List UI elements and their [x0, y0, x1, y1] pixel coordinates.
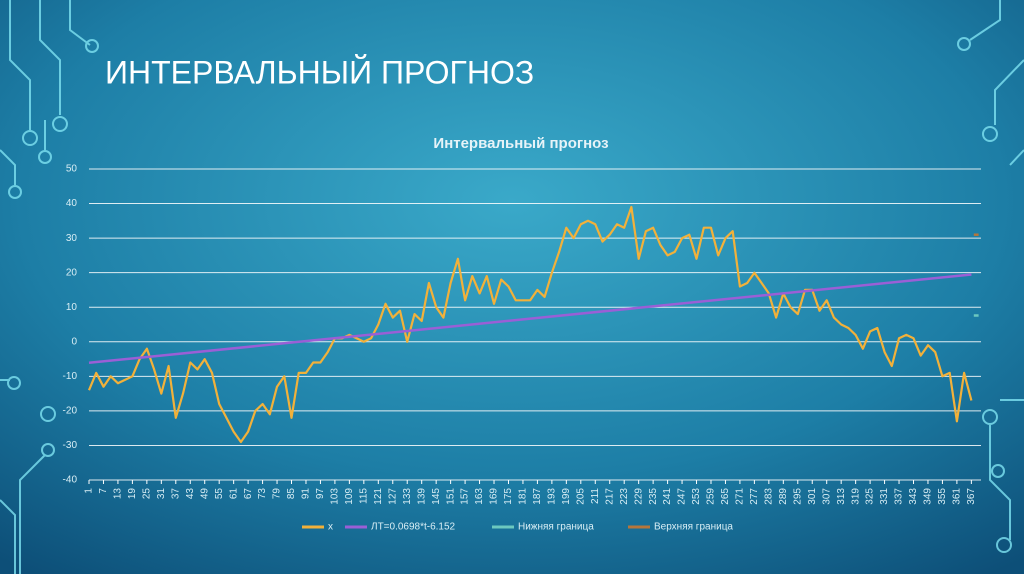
x-tick-label: 253	[691, 488, 702, 505]
legend-label: Нижняя граница	[518, 522, 594, 533]
series-line	[88, 273, 972, 365]
y-tick-label: -30	[63, 440, 78, 451]
x-tick-label: 205	[575, 488, 586, 505]
x-tick-label: 73	[257, 488, 268, 500]
y-tick-label: -20	[63, 406, 78, 417]
x-tick-label: 283	[763, 488, 774, 505]
x-tick-label: 157	[460, 488, 471, 505]
y-tick-label: 20	[66, 267, 78, 278]
x-tick-label: 343	[908, 488, 919, 505]
x-tick-label: 307	[821, 488, 832, 505]
slide-title: ИНТЕРВАЛЬНЫЙ ПРОГНОЗ	[105, 54, 534, 90]
x-tick-label: 7	[98, 488, 109, 494]
x-tick-label: 277	[749, 488, 760, 505]
x-tick-label: 31	[156, 488, 167, 500]
y-tick-label: 50	[66, 164, 78, 175]
x-tick-label: 313	[836, 488, 847, 505]
x-tick-label: 127	[387, 488, 398, 505]
y-tick-label: 10	[66, 302, 78, 313]
x-tick-label: 295	[792, 488, 803, 505]
x-tick-label: 145	[431, 488, 442, 505]
x-tick-label: 247	[677, 488, 688, 505]
x-tick-label: 85	[286, 488, 297, 500]
x-tick-label: 103	[330, 488, 341, 505]
x-tick-label: 79	[272, 488, 283, 500]
x-tick-label: 217	[604, 488, 615, 505]
x-tick-label: 301	[807, 488, 818, 505]
x-tick-label: 151	[445, 488, 456, 505]
x-tick-label: 271	[735, 488, 746, 505]
x-tick-label: 49	[199, 488, 210, 500]
x-tick-label: 1	[84, 488, 95, 494]
x-tick-label: 187	[532, 488, 543, 505]
y-tick-label: 40	[66, 198, 78, 209]
x-tick-label: 361	[952, 488, 963, 505]
x-tick-label: 355	[937, 488, 948, 505]
legend-label: Верхняя граница	[654, 522, 733, 533]
x-tick-label: 193	[547, 488, 558, 505]
x-tick-label: 163	[474, 488, 485, 505]
legend-label: ЛТ=0.0698*t-6.152	[371, 522, 456, 533]
x-tick-label: 235	[648, 488, 659, 505]
x-tick-label: 265	[720, 488, 731, 505]
x-tick-label: 13	[113, 488, 124, 500]
x-tick-label: 91	[301, 488, 312, 500]
x-tick-label: 97	[315, 488, 326, 500]
x-tick-label: 19	[127, 488, 138, 500]
x-tick-label: 115	[358, 488, 369, 504]
x-tick-label: 25	[142, 488, 153, 500]
series-line	[87, 205, 973, 444]
y-tick-label: -10	[63, 371, 78, 382]
x-tick-label: 349	[923, 488, 934, 505]
x-tick-label: 133	[402, 488, 413, 505]
x-tick-label: 43	[185, 488, 196, 500]
x-tick-label: 37	[170, 488, 181, 500]
x-tick-label: 61	[228, 488, 239, 500]
x-tick-label: 337	[894, 488, 905, 505]
x-tick-label: 223	[619, 488, 630, 505]
x-tick-label: 139	[416, 488, 427, 505]
y-tick-label: -40	[63, 475, 78, 486]
x-tick-label: 181	[518, 488, 529, 505]
legend-label: x	[328, 522, 333, 533]
x-tick-label: 367	[966, 488, 977, 505]
x-tick-label: 67	[243, 488, 254, 500]
x-tick-label: 121	[373, 488, 384, 505]
x-tick-label: 289	[778, 488, 789, 505]
x-tick-label: 175	[503, 488, 514, 505]
x-tick-label: 55	[214, 488, 225, 500]
chart-title: Интервальный прогноз	[433, 135, 608, 152]
y-tick-label: 0	[71, 336, 77, 347]
x-tick-label: 331	[879, 488, 890, 505]
x-tick-label: 169	[489, 488, 500, 505]
x-tick-label: 211	[590, 488, 601, 504]
x-tick-label: 241	[662, 488, 673, 505]
x-tick-label: 325	[865, 488, 876, 505]
x-tick-label: 319	[850, 488, 861, 505]
x-tick-label: 199	[561, 488, 572, 505]
x-tick-label: 109	[344, 488, 355, 505]
x-tick-label: 259	[706, 488, 717, 505]
x-tick-label: 229	[633, 488, 644, 505]
y-tick-label: 30	[66, 233, 78, 244]
